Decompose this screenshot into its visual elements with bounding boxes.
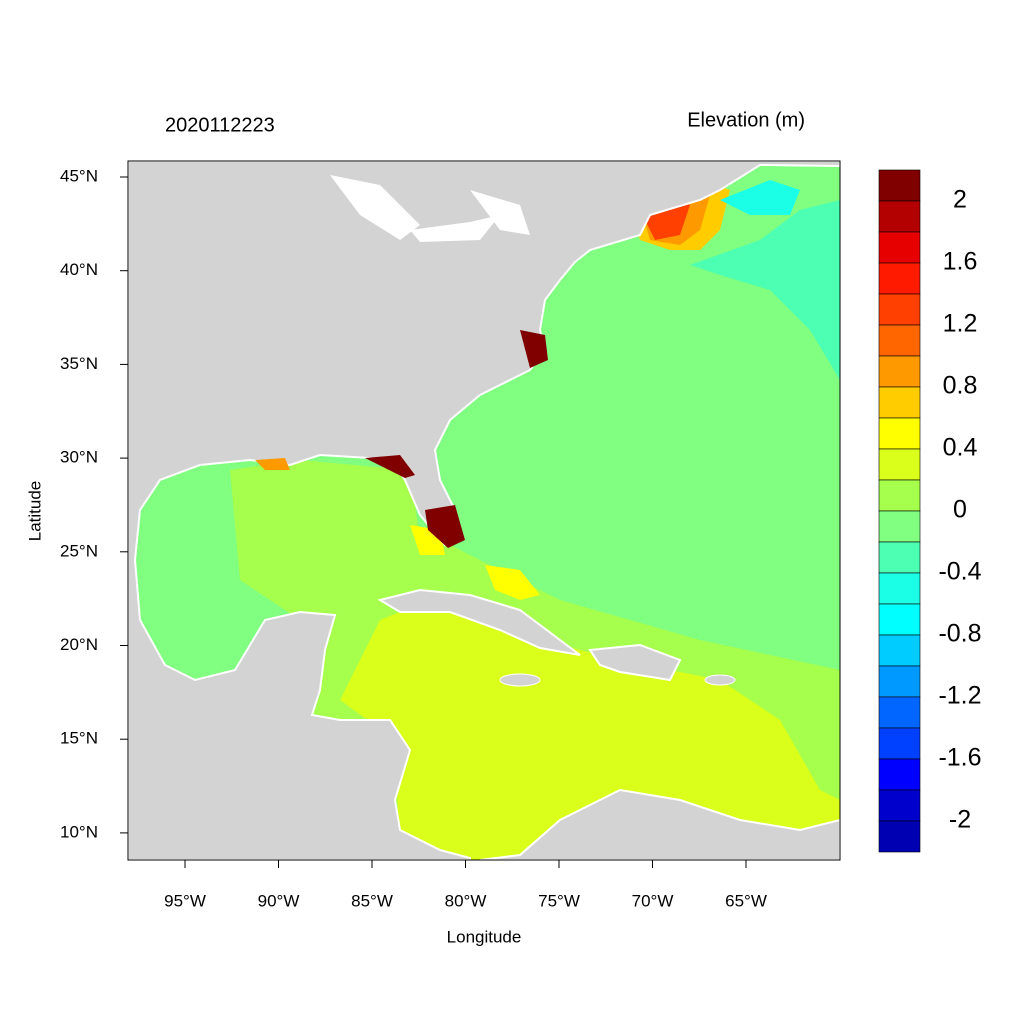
x-tick-label: 85°W (351, 891, 393, 910)
axes: 95°W 90°W 85°W 80°W 75°W 70°W 65°W 45°N 40°N 35°N… (60, 166, 767, 910)
colorbar-box (878, 541, 921, 574)
bahamas-high (485, 565, 540, 600)
colorbar-label: 0 (953, 496, 967, 524)
colorbar-label: -0.4 (938, 558, 981, 586)
colorbar-label: -0.8 (938, 620, 981, 648)
colorbar-box (878, 634, 921, 667)
colorbar-box (878, 200, 921, 233)
colorbar-box (878, 603, 921, 636)
coast-flood (255, 458, 290, 470)
map-area (128, 161, 840, 860)
colorbar-box (878, 665, 921, 698)
x-tick-label: 70°W (632, 891, 674, 910)
x-tick-label: 90°W (258, 891, 300, 910)
great-lakes (470, 190, 530, 235)
caribbean (340, 600, 840, 860)
colorbar: 2 1.6 1.2 0.8 0.4 0 -0.4 -0.8 -1.2 -1.6 -2 (878, 169, 982, 853)
x-tick-label: 95°W (164, 891, 206, 910)
colorbar-label: 1.2 (943, 310, 978, 338)
y-tick-label: 25°N (60, 541, 98, 560)
colorbar-label: 1.6 (943, 248, 978, 276)
scotian-low (720, 180, 800, 215)
x-tick-label: 75°W (538, 891, 580, 910)
y-tick-label: 15°N (60, 729, 98, 748)
florida-flood (425, 505, 465, 548)
great-lakes (330, 175, 420, 240)
y-tick-label: 20°N (60, 635, 98, 654)
colorbar-box (878, 169, 921, 202)
colorbar-label: 0.4 (943, 434, 978, 462)
date-title: 2020112223 (165, 114, 275, 136)
colorbar-label: 2 (953, 186, 967, 214)
x-axis-label: Longitude (447, 927, 522, 946)
colorbar-box (878, 820, 921, 853)
colorbar-box (878, 448, 921, 481)
coast-flood (365, 455, 415, 478)
colorbar-label: -1.6 (938, 744, 981, 772)
colorbar-box (878, 727, 921, 760)
puerto-rico (704, 674, 736, 686)
y-tick-label: 40°N (60, 260, 98, 279)
colorbar-box (878, 572, 921, 605)
colorbar-box (878, 789, 921, 822)
hispaniola (588, 643, 682, 682)
colorbar-box (878, 417, 921, 450)
colorbar-box (878, 758, 921, 791)
colorbar-box (878, 293, 921, 326)
gulf-east (230, 460, 420, 620)
y-tick-label: 45°N (60, 166, 98, 185)
colorbar-box (878, 510, 921, 543)
cuba (377, 588, 581, 656)
colorbar-label: -2 (949, 806, 971, 834)
colorbar-box (878, 479, 921, 512)
y-axis-label: Latitude (25, 481, 44, 542)
colorbar-box (878, 355, 921, 388)
ocean-low (690, 200, 840, 380)
great-lakes (410, 215, 500, 242)
colorbar-label: 0.8 (943, 372, 978, 400)
map-frame (127, 160, 841, 861)
colorbar-label: -1.2 (938, 682, 981, 710)
jamaica (499, 673, 541, 687)
north-america (128, 161, 840, 860)
colorbar-box (878, 231, 921, 264)
y-tick-label: 30°N (60, 448, 98, 467)
x-tick-label: 80°W (445, 891, 487, 910)
colorbar-box (878, 696, 921, 729)
y-tick-label: 10°N (60, 822, 98, 841)
colorbar-box (878, 386, 921, 419)
y-tick-label: 35°N (60, 354, 98, 373)
colorbar-box (878, 262, 921, 295)
variable-title: Elevation (m) (687, 109, 805, 131)
coast-flood (520, 330, 548, 368)
south-america (479, 788, 840, 860)
x-tick-label: 65°W (725, 891, 767, 910)
colorbar-box (878, 324, 921, 357)
